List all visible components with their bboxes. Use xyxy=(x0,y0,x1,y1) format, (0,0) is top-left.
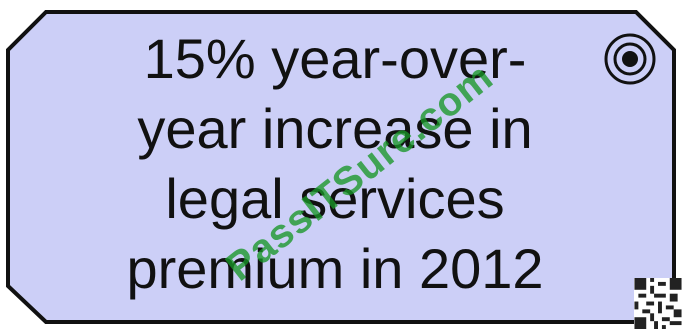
goal-line-3: legal services xyxy=(165,167,505,230)
target-icon xyxy=(604,33,656,85)
goal-line-4: premium in 2012 xyxy=(126,237,544,300)
goal-text: 15% year-over- year increase in legal se… xyxy=(60,24,610,304)
qr-code-icon xyxy=(634,278,682,329)
goal-line-1: 15% year-over- xyxy=(143,27,527,90)
goal-line-2: year increase in xyxy=(137,97,533,160)
